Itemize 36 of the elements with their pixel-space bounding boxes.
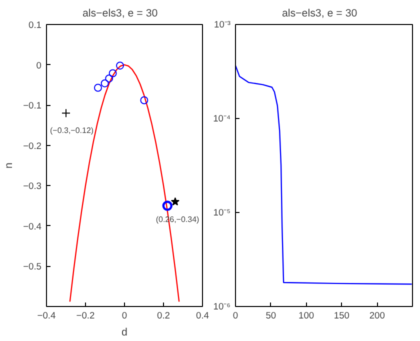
point: [100, 79, 109, 88]
point: [105, 74, 114, 82]
y-tick-label: −0.4: [23, 221, 42, 232]
point: [62, 108, 70, 118]
y-tick-label: 10⁻³: [214, 20, 230, 30]
y-tick-label: 0.1: [28, 20, 42, 30]
x-tick-label: 100: [298, 310, 314, 320]
y-tick-label: −0.3: [23, 181, 42, 192]
y-tick-label: 10⁻⁶: [213, 302, 231, 312]
x-axis-title: d: [122, 326, 128, 338]
x-tick-label: 0.2: [157, 310, 170, 320]
annotation: (−0.3,−0.12): [50, 126, 94, 136]
chart-title: als−els3, e = 30: [282, 8, 358, 20]
point: [108, 69, 117, 78]
y-tick-label: −0.2: [23, 140, 42, 151]
x-tick-label: 150: [334, 310, 350, 320]
chart-title: als−els3, e = 30: [82, 8, 158, 20]
x-tick-label: 200: [369, 310, 385, 320]
point: [94, 84, 102, 92]
x-tick-label: 0: [122, 310, 128, 320]
y-axis-title: n: [3, 162, 16, 168]
point: [116, 62, 124, 70]
x-tick-label: 50: [266, 310, 276, 320]
point: [162, 200, 172, 211]
y-tick-label: 0: [36, 60, 42, 70]
x-tick-label: −0.4: [37, 310, 56, 320]
point: [140, 96, 148, 104]
x-tick-label: −0.2: [76, 310, 95, 320]
y-tick-label: 10⁻⁵: [213, 208, 231, 218]
y-tick-label: 10⁻⁴: [213, 114, 231, 124]
x-tick-label: 0.4: [196, 310, 209, 320]
x-tick-label: 0: [232, 310, 238, 320]
y-tick-label: −0.5: [23, 262, 42, 272]
point: [170, 197, 180, 206]
line-series: [236, 64, 412, 285]
y-tick-label: −0.1: [23, 100, 42, 111]
